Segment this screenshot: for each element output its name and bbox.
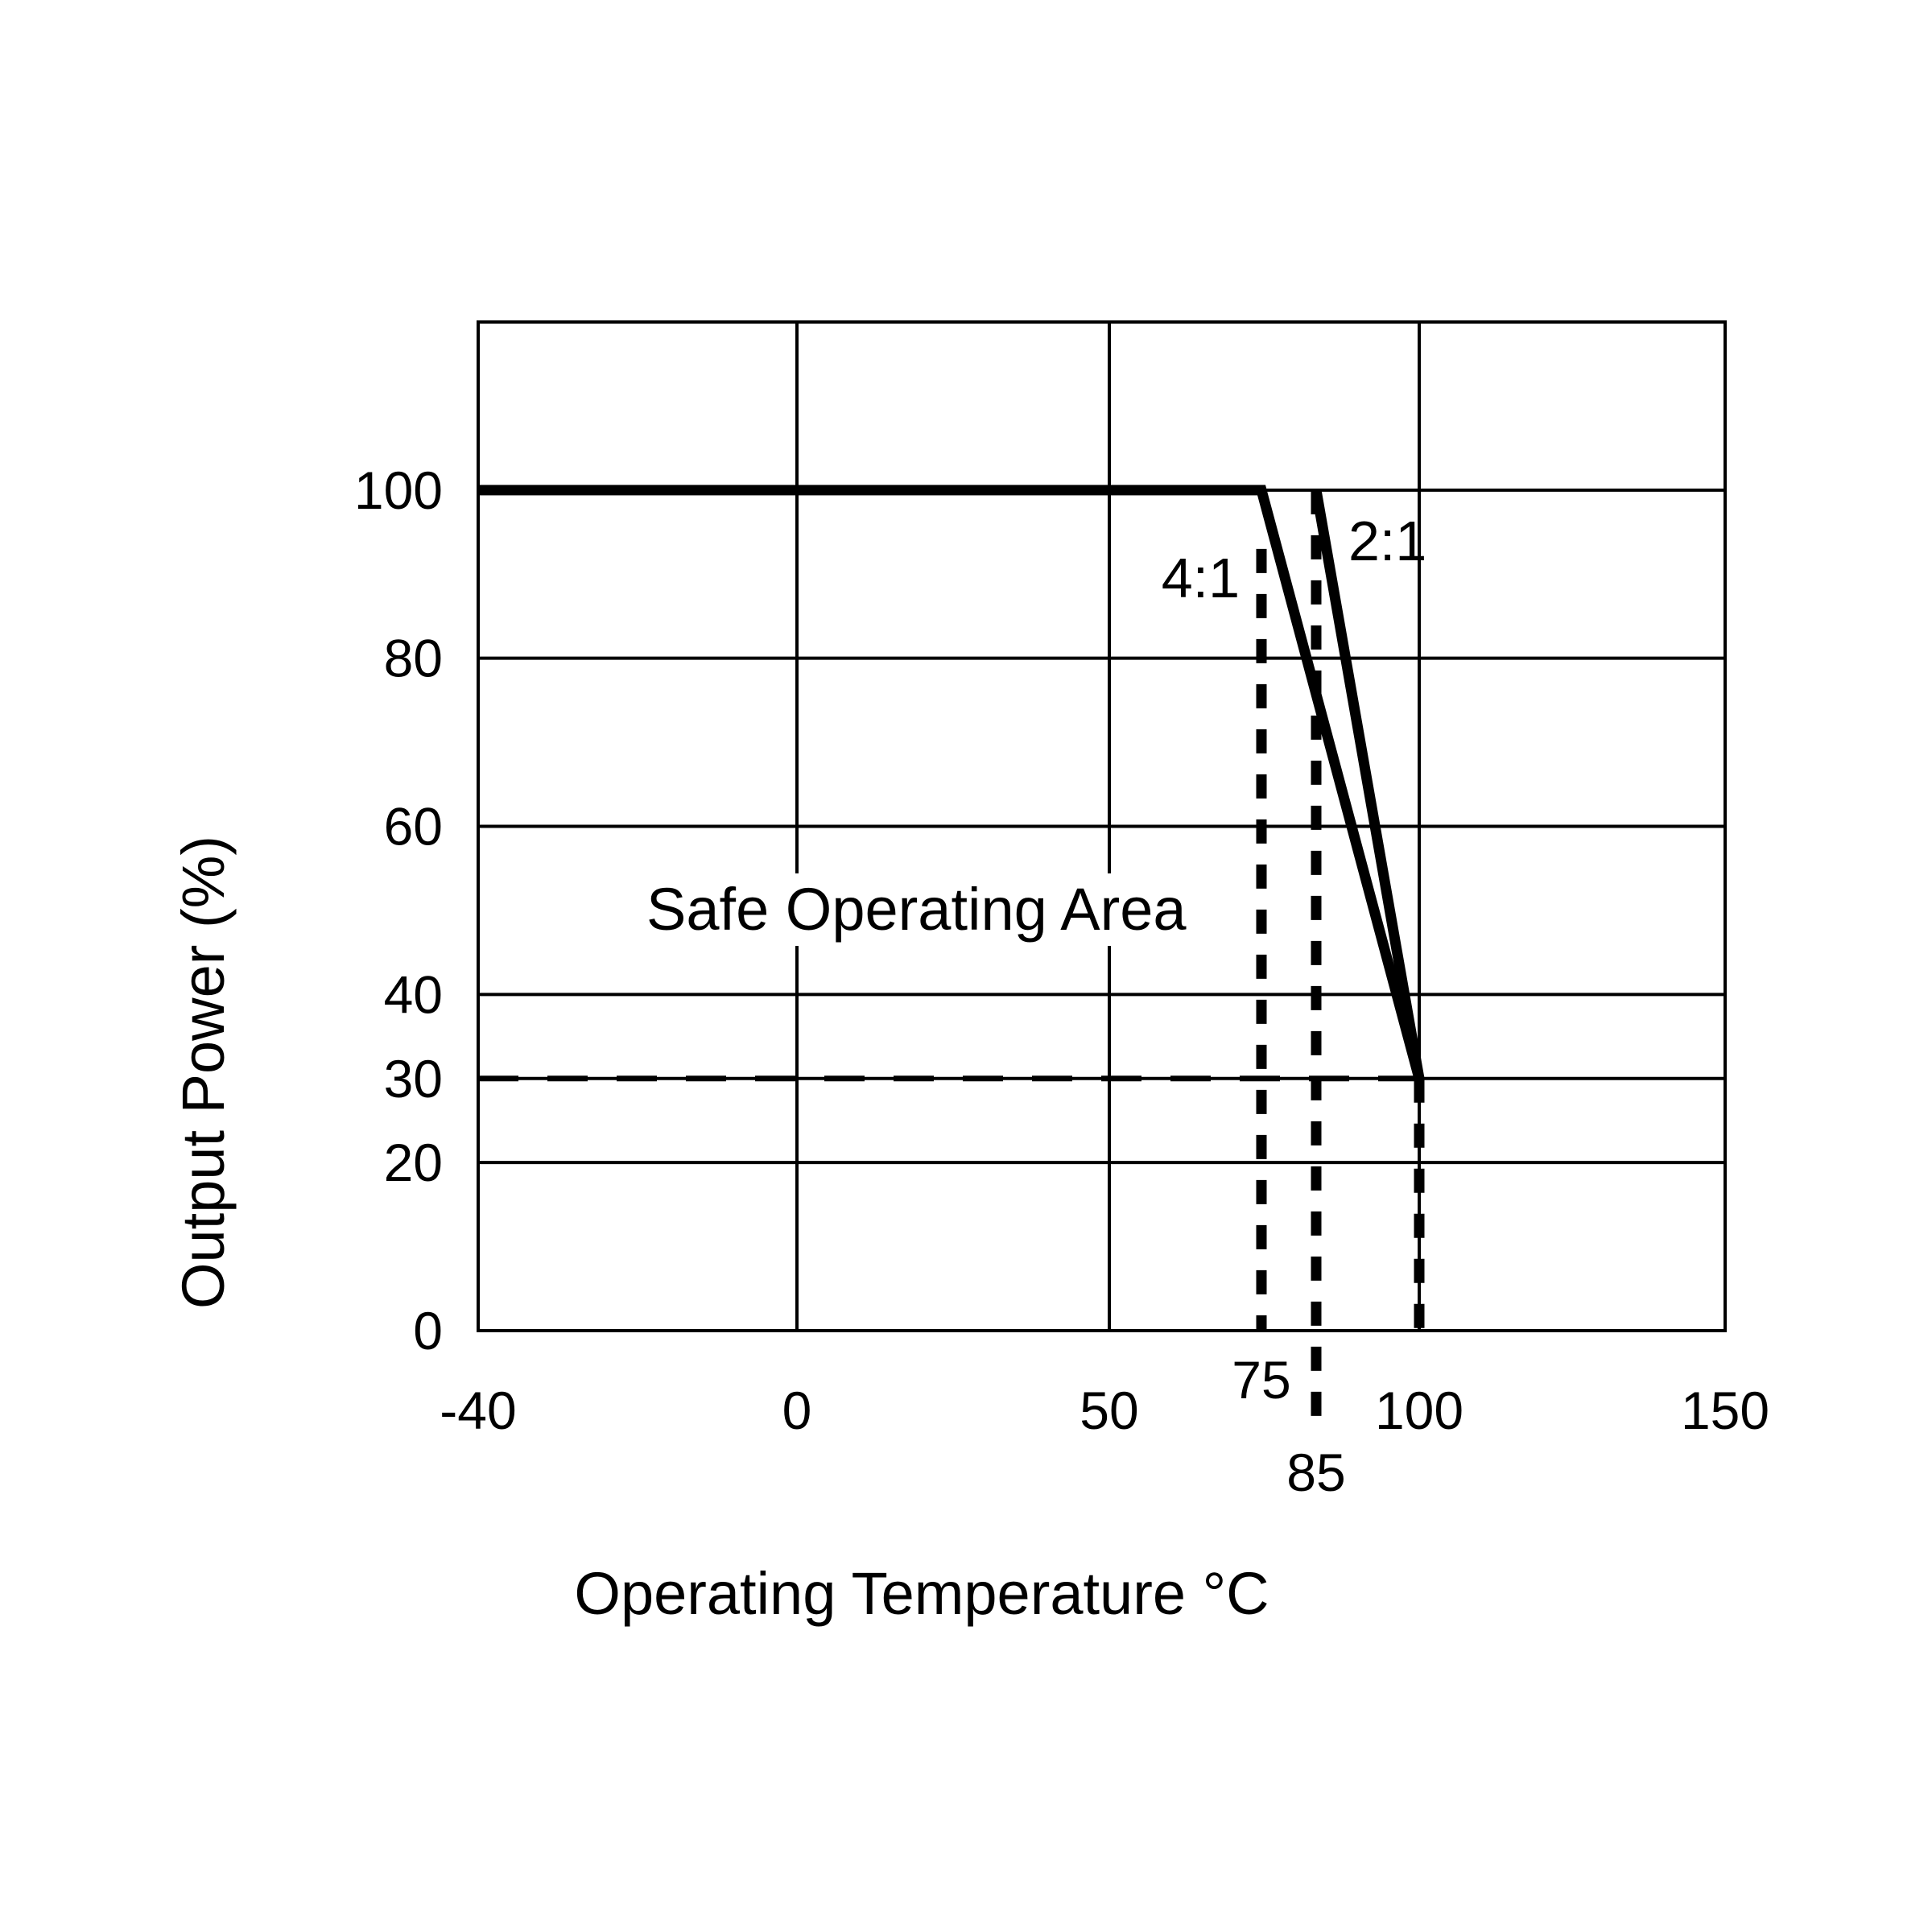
x-tick-label: -40 <box>440 1381 516 1440</box>
y-tick-label: 30 <box>384 1049 443 1108</box>
plot-frame <box>477 320 1727 1332</box>
x-tick-label: 50 <box>1080 1381 1138 1440</box>
y-tick-label: 20 <box>384 1133 443 1192</box>
x-axis-label: Operating Temperature °C <box>574 1560 1269 1627</box>
reference-lines <box>478 489 1425 1423</box>
annotation-safe-operating-area: Safe Operating Area <box>646 876 1187 943</box>
safe-area-label-bg <box>640 873 1252 946</box>
tick-labels: -40 0 50 100 150 75 85 0 20 30 40 60 80 100 <box>354 460 1769 1502</box>
x-tick-label: 100 <box>1375 1381 1463 1440</box>
x-tick-label: 150 <box>1681 1381 1769 1440</box>
y-axis-label: Output Power (%) <box>170 836 237 1309</box>
y-tick-label: 40 <box>384 964 443 1024</box>
series-line-4-1 <box>478 485 1425 1080</box>
x-tick-label-75: 75 <box>1232 1350 1290 1410</box>
series-line-2-1 <box>1311 489 1425 1080</box>
y-tick-label: 60 <box>384 797 443 857</box>
y-tick-label: 0 <box>413 1301 443 1360</box>
annotation-4-1: 4:1 <box>1162 547 1240 609</box>
y-tick-label: 100 <box>354 460 443 520</box>
x-tick-label-85: 85 <box>1286 1443 1345 1502</box>
series-group <box>478 485 1425 1080</box>
y-tick-label: 80 <box>384 629 443 688</box>
x-tick-label: 0 <box>782 1381 812 1440</box>
annotation-2-1: 2:1 <box>1348 510 1426 572</box>
